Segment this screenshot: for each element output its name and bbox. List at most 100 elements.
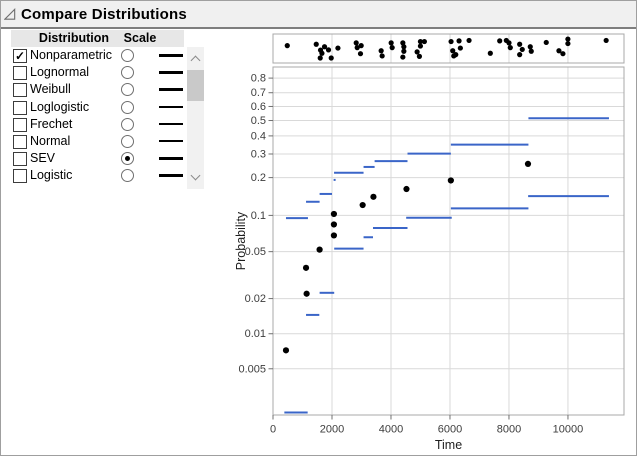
disclosure-triangle-icon[interactable] — [4, 7, 17, 21]
distribution-label: Nonparametric — [30, 48, 112, 62]
distribution-label: Weibull — [30, 82, 71, 97]
event-time-dot — [328, 55, 334, 61]
event-time-dot — [456, 38, 462, 44]
event-time-dot — [401, 44, 407, 50]
y-tick-label: 0.01 — [245, 328, 266, 340]
column-header-distribution: Distribution — [38, 31, 110, 45]
event-time-dot — [421, 38, 428, 45]
scale-radio[interactable] — [121, 134, 134, 148]
x-axis-title: Time — [435, 438, 462, 452]
event-time-dot — [448, 38, 454, 45]
failure-point — [330, 232, 338, 239]
distribution-checkbox[interactable] — [13, 134, 27, 149]
failure-point — [403, 185, 410, 193]
event-time-dot — [284, 43, 290, 49]
line-style-swatch — [159, 88, 183, 91]
event-time-dot — [519, 46, 525, 53]
distribution-checkbox[interactable] — [13, 117, 27, 132]
event-time-dot — [517, 41, 523, 47]
line-style-swatch — [159, 139, 183, 143]
column-header-scale: Scale — [123, 31, 157, 45]
x-tick-label: 8000 — [497, 424, 521, 436]
event-time-dot — [379, 53, 385, 59]
distribution-list-scrollbar[interactable] — [187, 47, 204, 189]
event-time-dot — [543, 39, 549, 46]
scale-radio[interactable] — [121, 152, 134, 166]
event-time-dot — [560, 51, 566, 57]
distribution-row: Frechet — [1, 116, 186, 133]
y-tick-label: 0.005 — [238, 363, 266, 375]
event-time-dot — [507, 45, 513, 51]
event-time-dot — [321, 44, 328, 50]
x-tick-label: 10000 — [553, 424, 584, 436]
y-tick-label: 0.2 — [251, 172, 266, 184]
x-tick-label: 2000 — [320, 424, 344, 436]
event-time-dot — [358, 43, 364, 49]
event-plot-frame — [272, 33, 625, 64]
distribution-checkbox[interactable] — [13, 66, 27, 81]
failure-point — [447, 177, 454, 184]
event-time-dot — [357, 51, 364, 57]
distribution-row: Logistic — [1, 167, 186, 184]
scale-radio[interactable] — [121, 117, 134, 131]
event-time-dot — [378, 48, 384, 54]
distribution-label: Normal — [30, 133, 71, 148]
event-time-dot — [497, 38, 503, 44]
event-time-dot — [487, 50, 493, 56]
distribution-row: Weibull — [1, 81, 186, 98]
event-time-dot — [528, 48, 534, 54]
distribution-checkbox[interactable]: ✓ — [13, 49, 27, 63]
y-tick-label: 0.05 — [245, 246, 266, 258]
distribution-row: ✓ Nonparametric — [1, 47, 186, 64]
event-time-dot — [527, 44, 533, 50]
line-style-swatch — [159, 174, 183, 177]
distribution-checkbox[interactable] — [13, 152, 27, 167]
distribution-row: SEV — [1, 150, 186, 167]
line-style-swatch — [159, 54, 183, 57]
scale-radio[interactable] — [121, 83, 134, 97]
distribution-row: Normal — [1, 133, 186, 150]
distribution-table-header: Distribution Scale — [11, 30, 184, 47]
failure-point — [330, 221, 338, 228]
event-time-dot — [388, 40, 394, 46]
event-time-dot — [389, 45, 395, 51]
event-time-dot — [335, 45, 341, 51]
distribution-label: Frechet — [30, 116, 73, 131]
x-tick-label: 0 — [270, 424, 276, 436]
distribution-list: ✓ Nonparametric Lognormal Weibull Loglogisti… — [1, 47, 186, 185]
line-style-swatch — [159, 122, 183, 126]
scrollbar-thumb[interactable] — [187, 70, 204, 101]
x-tick-label: 4000 — [379, 424, 403, 436]
event-time-dot — [417, 38, 424, 45]
y-tick-label: 0.7 — [251, 87, 266, 99]
distribution-checkbox[interactable] — [13, 169, 27, 184]
event-time-dot — [317, 55, 323, 61]
event-time-dot — [565, 36, 571, 42]
event-time-dot — [417, 43, 424, 49]
y-tick-label: 0.5 — [251, 115, 266, 127]
scale-radio[interactable] — [121, 49, 134, 62]
scale-radio[interactable] — [121, 66, 134, 80]
distribution-label: SEV — [30, 151, 56, 166]
line-style-swatch — [159, 105, 183, 109]
y-tick-label: 0.3 — [251, 148, 266, 160]
event-time-dot — [400, 54, 406, 60]
outline-titlebar[interactable]: Compare Distributions — [1, 1, 636, 29]
distribution-label: Lognormal — [30, 65, 90, 80]
scale-radio[interactable] — [121, 169, 134, 183]
y-tick-label: 0.02 — [245, 293, 266, 305]
event-time-dot — [466, 37, 472, 44]
event-time-dot — [414, 49, 420, 55]
event-time-dot — [313, 41, 319, 47]
event-time-dot — [401, 48, 407, 54]
page-title: Compare Distributions — [21, 5, 187, 23]
event-time-dot — [450, 48, 456, 54]
scale-radio[interactable] — [121, 100, 134, 114]
failure-point — [316, 246, 323, 253]
distribution-checkbox[interactable] — [13, 83, 27, 98]
line-style-swatch — [159, 157, 183, 160]
y-tick-label: 0.8 — [251, 73, 266, 85]
distribution-checkbox[interactable] — [13, 100, 27, 115]
failure-point — [359, 201, 366, 209]
